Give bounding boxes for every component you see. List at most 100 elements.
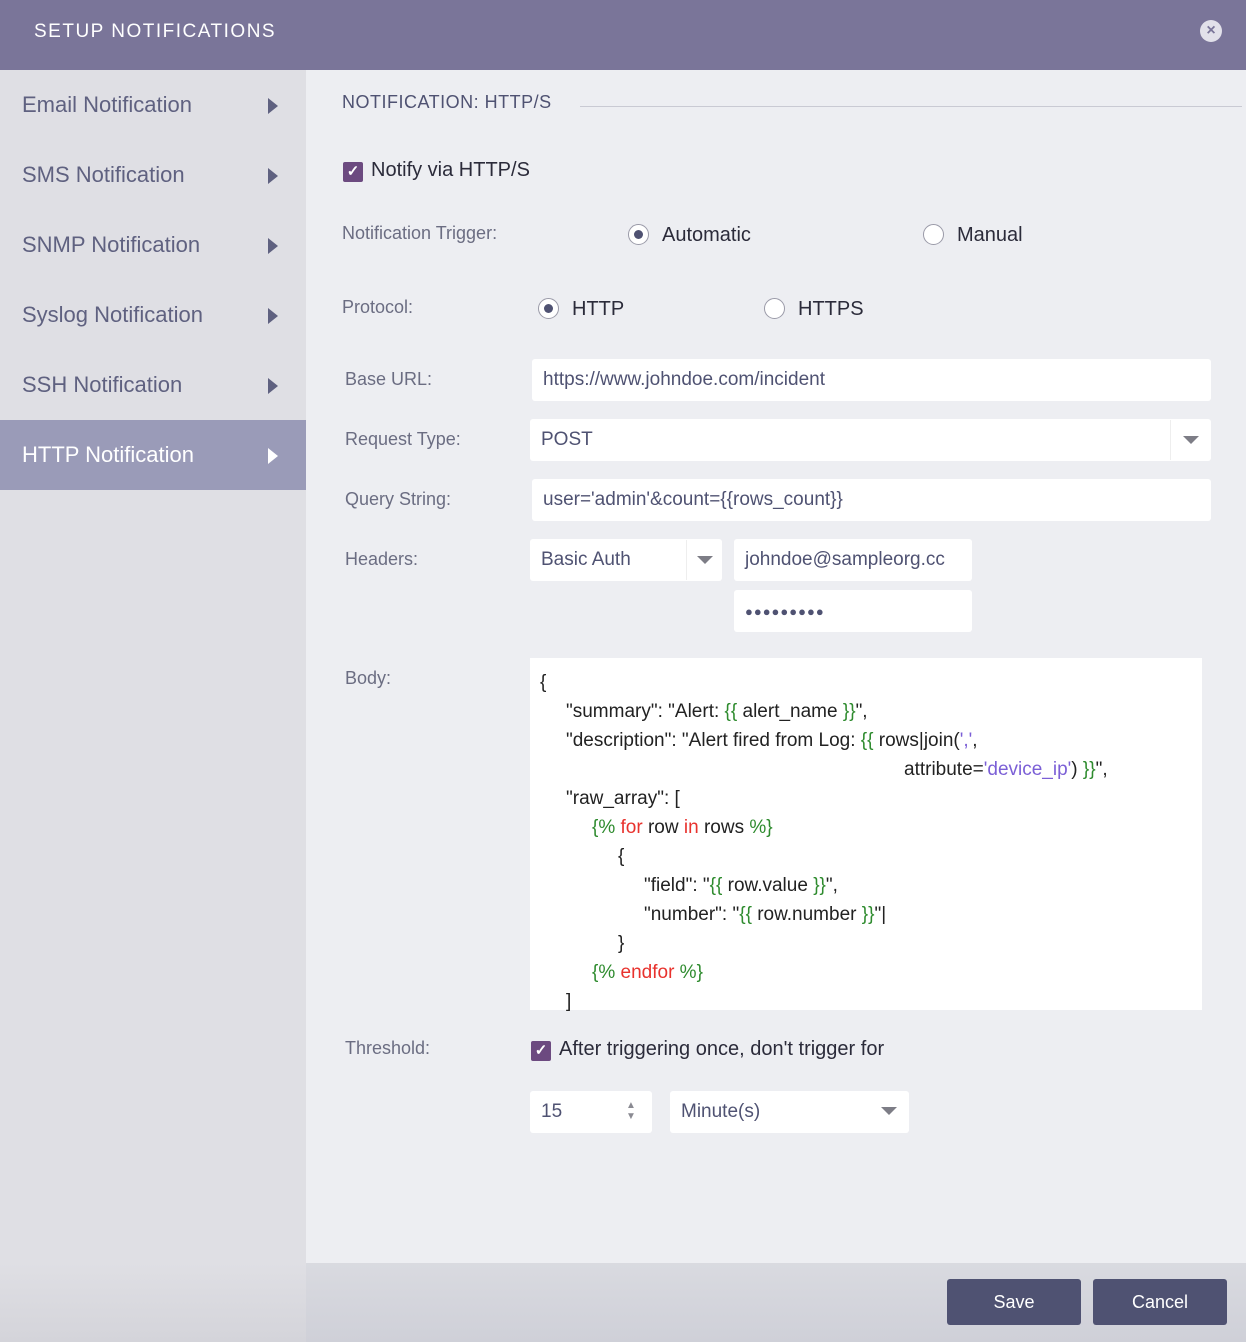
code-token: { [540, 672, 547, 693]
divider [1170, 420, 1171, 460]
cancel-button[interactable]: Cancel [1093, 1279, 1227, 1325]
code-token: row [642, 817, 684, 838]
code-token: "| [874, 904, 887, 925]
divider [686, 540, 687, 580]
code-token: "field": " [644, 875, 710, 896]
sidebar-item-label: Syslog Notification [22, 302, 203, 327]
divider [580, 106, 1242, 107]
save-button[interactable]: Save [947, 1279, 1081, 1325]
code-token: { [618, 846, 625, 867]
code-token: {{ [709, 875, 723, 896]
notify-label: Notify via HTTP/S [371, 159, 530, 181]
base-url-input[interactable]: https://www.johndoe.com/incident [532, 359, 1211, 401]
stepper-arrows-icon[interactable]: ▲ ▼ [626, 1100, 636, 1122]
code-token: }} [813, 875, 826, 896]
notify-checkbox[interactable]: ✓ [343, 162, 363, 182]
headers-username-input[interactable]: johndoe@sampleorg.cc [734, 539, 972, 581]
sidebar-item-label: SMS Notification [22, 162, 185, 187]
sidebar-item-snmp[interactable]: SNMP Notification [0, 210, 306, 280]
code-line: {% endfor %} [530, 958, 1202, 987]
chevron-down-icon[interactable] [697, 556, 713, 564]
code-token: endfor [615, 962, 675, 983]
threshold-checkbox[interactable]: ✓ [531, 1041, 551, 1061]
code-token: in [683, 817, 699, 838]
code-token: }} [861, 904, 875, 925]
sidebar: Email Notification SMS Notification SNMP N… [0, 70, 306, 1342]
code-line: {% for row in rows %} [530, 813, 1202, 842]
code-token: }} [842, 701, 856, 722]
request-type-label: Request Type: [345, 429, 461, 449]
code-token: row.number [751, 904, 862, 925]
dialog-footer: Save Cancel [306, 1263, 1246, 1342]
threshold-checkbox-label: After triggering once, don't trigger for [559, 1038, 885, 1060]
threshold-unit-select[interactable]: Minute(s) [670, 1091, 909, 1133]
protocol-https-radio[interactable] [764, 298, 785, 319]
query-string-input[interactable]: user='admin'&count={{rows_count}} [532, 479, 1211, 521]
headers-type-value: Basic Auth [541, 549, 631, 570]
code-line: attribute='device_ip') }}", [530, 755, 1202, 784]
code-line: ] [530, 987, 1202, 1016]
body-label: Body: [345, 668, 392, 688]
caret-right-icon [268, 98, 278, 114]
code-token: ", [1095, 759, 1108, 780]
code-token: attribute= [904, 759, 984, 780]
caret-right-icon [268, 168, 278, 184]
code-line: "field": "{{ row.value }}", [530, 871, 1202, 900]
code-token: {% [592, 962, 616, 983]
headers-type-select[interactable]: Basic Auth [530, 539, 722, 581]
body-editor[interactable]: { "summary": "Alert: {{ alert_name }}", "d… [530, 658, 1202, 1012]
code-token: %} [674, 962, 703, 983]
section-title: NOTIFICATION: HTTP/S [342, 92, 552, 112]
request-type-value: POST [541, 429, 593, 450]
trigger-manual-radio[interactable] [923, 224, 944, 245]
sidebar-item-sms[interactable]: SMS Notification [0, 140, 306, 210]
caret-right-icon [268, 378, 278, 394]
code-line: "number": "{{ row.number }}"| [530, 900, 1202, 929]
code-token: }} [1082, 759, 1096, 780]
chevron-down-icon[interactable] [1183, 436, 1199, 444]
headers-password-input[interactable]: ●●●●●●●●● [734, 590, 972, 632]
trigger-automatic-label: Automatic [662, 224, 751, 246]
caret-right-icon [268, 448, 278, 464]
dialog-header: SETUP NOTIFICATIONS × [0, 0, 1246, 70]
query-string-label: Query String: [345, 489, 452, 509]
sidebar-item-label: HTTP Notification [22, 442, 194, 467]
code-token: {{ [724, 701, 738, 722]
protocol-label: Protocol: [342, 297, 414, 317]
code-token: rows [698, 817, 750, 838]
protocol-http-label: HTTP [572, 298, 625, 320]
code-token: "raw_array": [ [566, 788, 680, 809]
code-token: ] [566, 991, 572, 1012]
sidebar-item-label: SSH Notification [22, 372, 183, 397]
sidebar-item-email[interactable]: Email Notification [0, 70, 306, 140]
sidebar-item-ssh[interactable]: SSH Notification [0, 350, 306, 420]
code-token: ", [855, 701, 868, 722]
code-line: } [530, 929, 1202, 958]
threshold-label: Threshold: [345, 1038, 431, 1058]
code-token: row.value [722, 875, 814, 896]
close-icon[interactable]: × [1200, 20, 1222, 42]
headers-label: Headers: [345, 549, 419, 569]
code-token: {{ [739, 904, 752, 925]
code-token: , [972, 730, 978, 751]
code-token: } [618, 933, 625, 954]
code-token: for [615, 817, 643, 838]
trigger-manual-label: Manual [957, 224, 1023, 246]
code-line: "raw_array": [ [530, 784, 1202, 813]
sidebar-footer [0, 1263, 306, 1342]
chevron-down-icon[interactable] [881, 1107, 897, 1115]
protocol-https-label: HTTPS [798, 298, 864, 320]
code-token: "number": " [644, 904, 740, 925]
dialog-title: SETUP NOTIFICATIONS [34, 21, 277, 42]
request-type-select[interactable]: POST [530, 419, 1211, 461]
code-line: { [530, 842, 1202, 871]
sidebar-item-http[interactable]: HTTP Notification [0, 420, 306, 490]
threshold-value-stepper[interactable]: 15 [530, 1091, 652, 1133]
trigger-automatic-radio[interactable] [628, 224, 649, 245]
main-panel: NOTIFICATION: HTTP/S ✓ Notify via HTTP/S… [306, 70, 1246, 1263]
code-token: %} [749, 817, 773, 838]
protocol-http-radio[interactable] [538, 298, 559, 319]
code-token: "description": "Alert fired from Log: [566, 730, 861, 751]
code-line: "summary": "Alert: {{ alert_name }}", [530, 697, 1202, 726]
sidebar-item-syslog[interactable]: Syslog Notification [0, 280, 306, 350]
